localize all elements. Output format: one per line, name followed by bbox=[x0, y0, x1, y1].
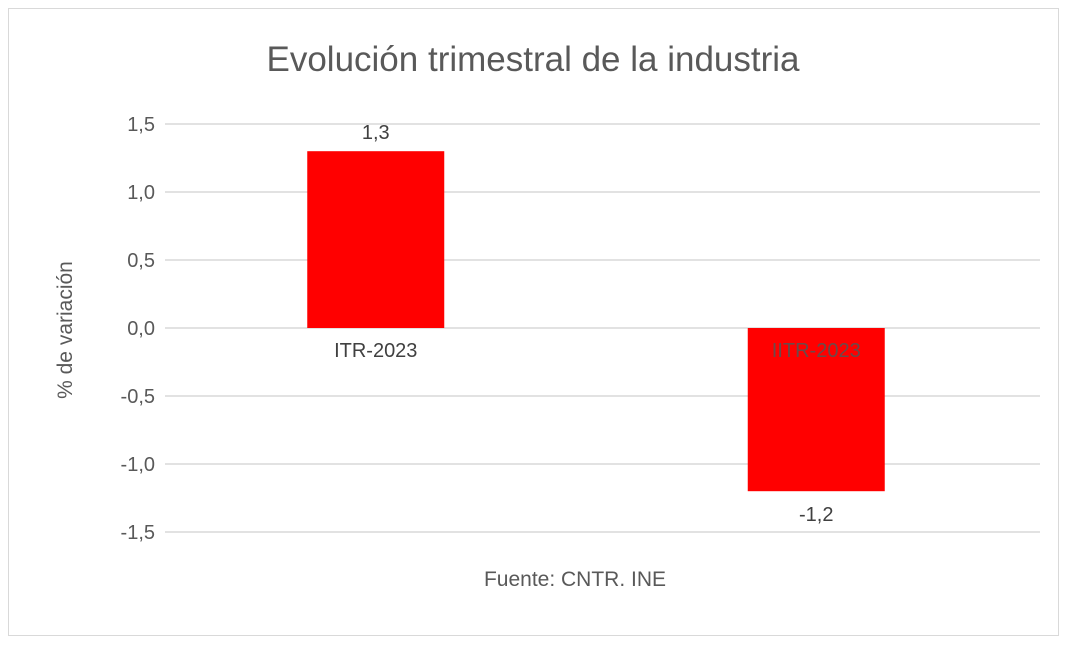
y-tick-label: 0,0 bbox=[127, 318, 155, 340]
source-note: Fuente: CNTR. INE bbox=[483, 568, 667, 591]
x-tick-label: IITR-2023 bbox=[772, 340, 861, 362]
y-tick-label: -1,0 bbox=[121, 454, 155, 476]
y-tick-label: 1,0 bbox=[127, 182, 155, 204]
chart-title: Evolución trimestral de la industria bbox=[266, 40, 800, 79]
chart-frame bbox=[8, 8, 1059, 636]
data-label: -1,2 bbox=[799, 504, 833, 526]
data-label: 1,3 bbox=[362, 122, 390, 144]
y-tick-label: 1,5 bbox=[127, 114, 155, 136]
bar bbox=[307, 151, 445, 328]
y-tick-label: -1,5 bbox=[121, 522, 155, 544]
x-tick-label: ITR-2023 bbox=[334, 340, 417, 362]
y-tick-label: -0,5 bbox=[121, 386, 155, 408]
y-tick-label: 0,5 bbox=[127, 250, 155, 272]
bar bbox=[747, 328, 885, 492]
